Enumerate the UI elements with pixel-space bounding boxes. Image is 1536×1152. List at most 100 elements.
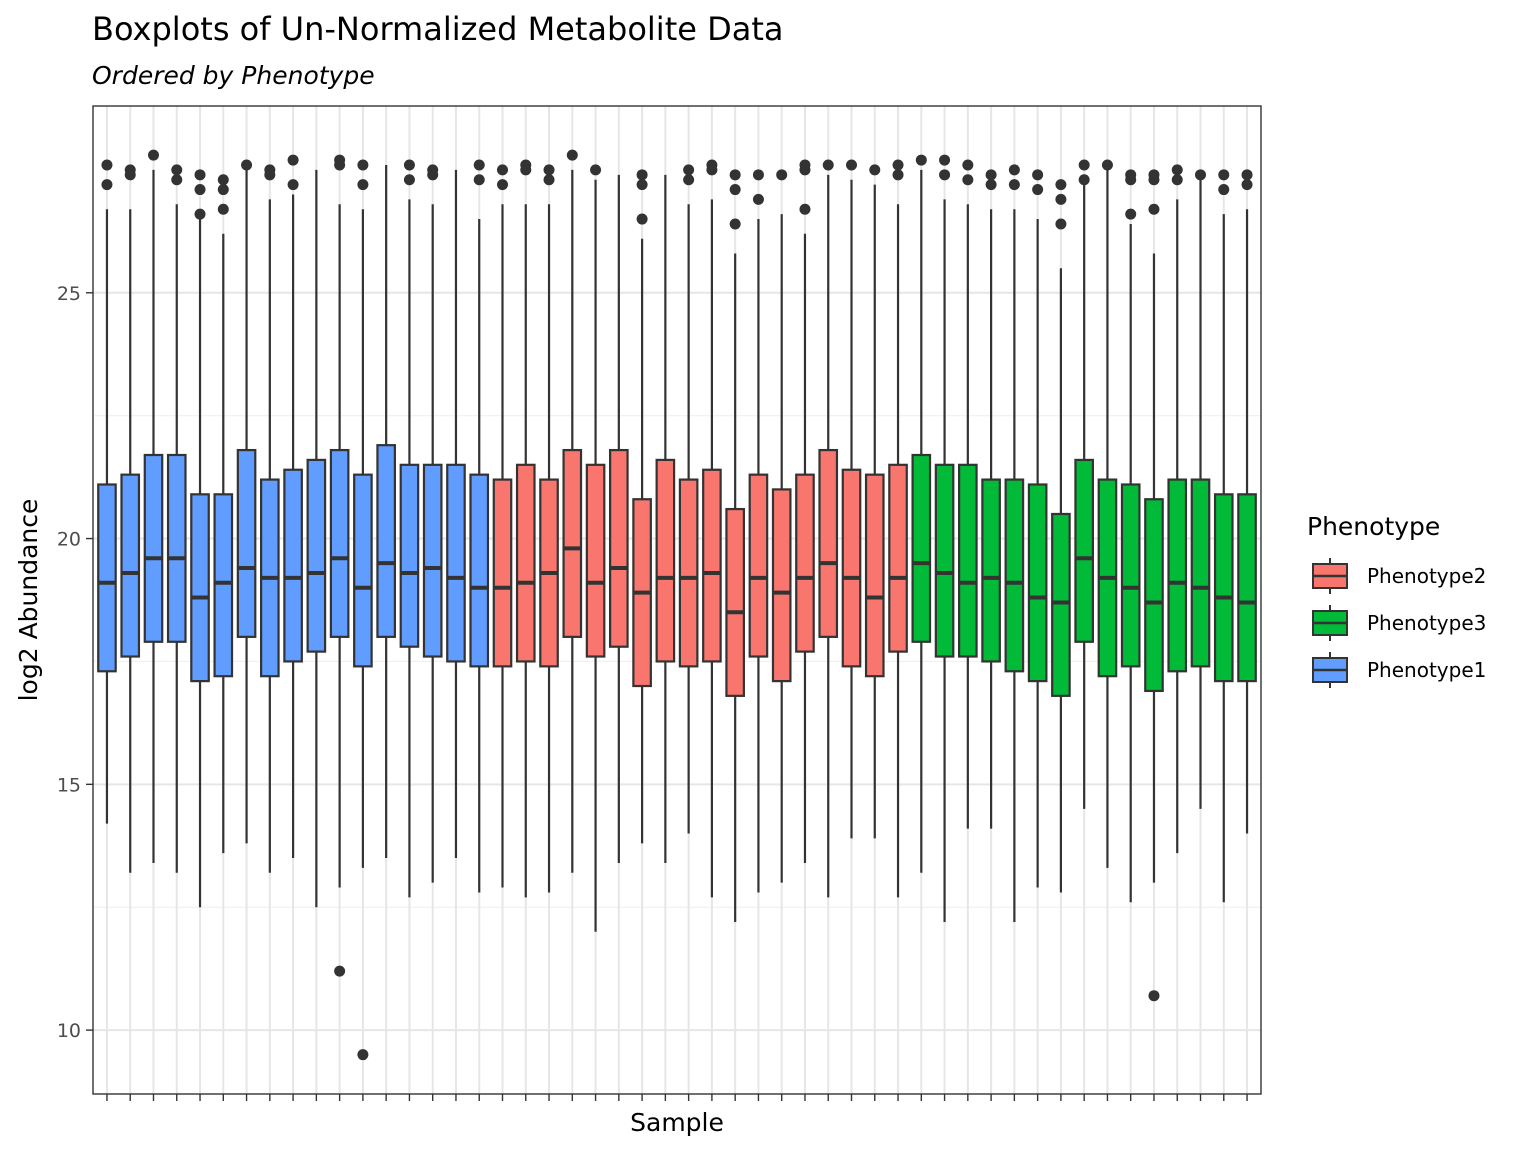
box-rect [1004,478,1025,673]
y-tick-label: 10 [57,1020,81,1042]
outlier-point [427,169,439,181]
outlier-point [799,164,811,176]
outlier-point [520,164,532,176]
outlier-point [729,169,741,181]
outlier-point [636,213,648,225]
box-rect [585,463,606,658]
outlier-point [1148,174,1160,186]
box-group [166,164,187,873]
outlier-point [496,179,508,191]
outlier-point [1241,179,1253,191]
outlier-point [729,184,741,196]
y-tick-label: 20 [57,529,81,551]
outlier-point [1032,184,1044,196]
box-rect [795,473,815,653]
box-rect [655,458,676,663]
box-group [492,164,513,888]
box-rect [911,453,932,643]
outlier-point [1171,164,1183,176]
box-group [120,164,141,873]
box-group [376,164,396,859]
box-group [1167,164,1188,854]
outlier-point [729,218,741,230]
outlier-point [287,154,299,166]
box-group [678,164,699,834]
outlier-point [264,169,276,181]
outlier-point [1055,193,1067,205]
box-group [795,159,815,863]
box-rect [329,448,350,638]
box-rect [1051,512,1071,697]
box-rect [1213,493,1234,683]
outlier-point [1032,169,1044,181]
box-group [725,169,745,922]
outlier-point [194,184,206,196]
outlier-point [496,164,508,176]
outlier-point [962,159,974,171]
outlier-point [217,184,229,196]
outlier-point [846,159,858,171]
outlier-point [1008,179,1020,191]
legend-title: Phenotype [1307,512,1440,541]
box-rect [236,448,257,638]
outlier-point [194,169,206,181]
outlier-point [985,179,997,191]
box-rect [1074,458,1094,643]
box-group [981,169,1001,829]
outlier-point [473,159,485,171]
box-group [306,169,327,908]
box-group [748,169,769,893]
outlier-point [1148,990,1160,1002]
outlier-point [171,164,183,176]
box-group [236,159,257,844]
box-rect [1190,478,1211,668]
outlier-point [334,965,346,977]
outlier-point [473,174,485,186]
outlier-point [1241,169,1253,181]
outlier-point [1008,164,1020,176]
outlier-point [1218,169,1230,181]
outlier-point [217,203,229,215]
outlier-point [403,174,415,186]
box-group [190,169,210,908]
box-group [1213,169,1234,903]
box-rect [190,493,210,683]
outlier-point [1148,203,1160,215]
box-rect [678,478,699,668]
outlier-point [357,159,369,171]
box-rect [399,463,420,648]
box-rect [1167,478,1188,673]
box-group [911,154,932,873]
outlier-point [403,159,415,171]
box-group [702,159,722,898]
y-tick-label: 25 [57,283,81,305]
box-rect [143,453,164,643]
box-group [632,169,652,844]
outlier-point [543,164,555,176]
outlier-point [1055,218,1067,230]
box-rect [446,463,466,663]
legend-label: Phenotype3 [1367,611,1486,635]
legend-entry: Phenotype3 [1312,605,1486,641]
box-group [818,159,839,898]
box-rect [422,463,443,658]
box-group [1074,159,1094,809]
outlier-point [543,174,555,186]
box-rect [981,478,1001,663]
outlier-point [1218,184,1230,196]
legend-entries: Phenotype2 Phenotype3 Phenotype1 [1312,558,1486,688]
outlier-point [171,174,183,186]
box-group [539,164,559,893]
box-group [1004,164,1025,922]
outlier-point [217,174,229,186]
box-group [1051,179,1071,893]
outlier-point [566,149,578,161]
outlier-point [892,169,904,181]
outlier-point [1078,174,1090,186]
box-group [841,159,862,839]
box-group [515,159,536,898]
box-group [934,154,955,922]
box-rect [818,448,839,638]
outlier-point [776,169,788,181]
